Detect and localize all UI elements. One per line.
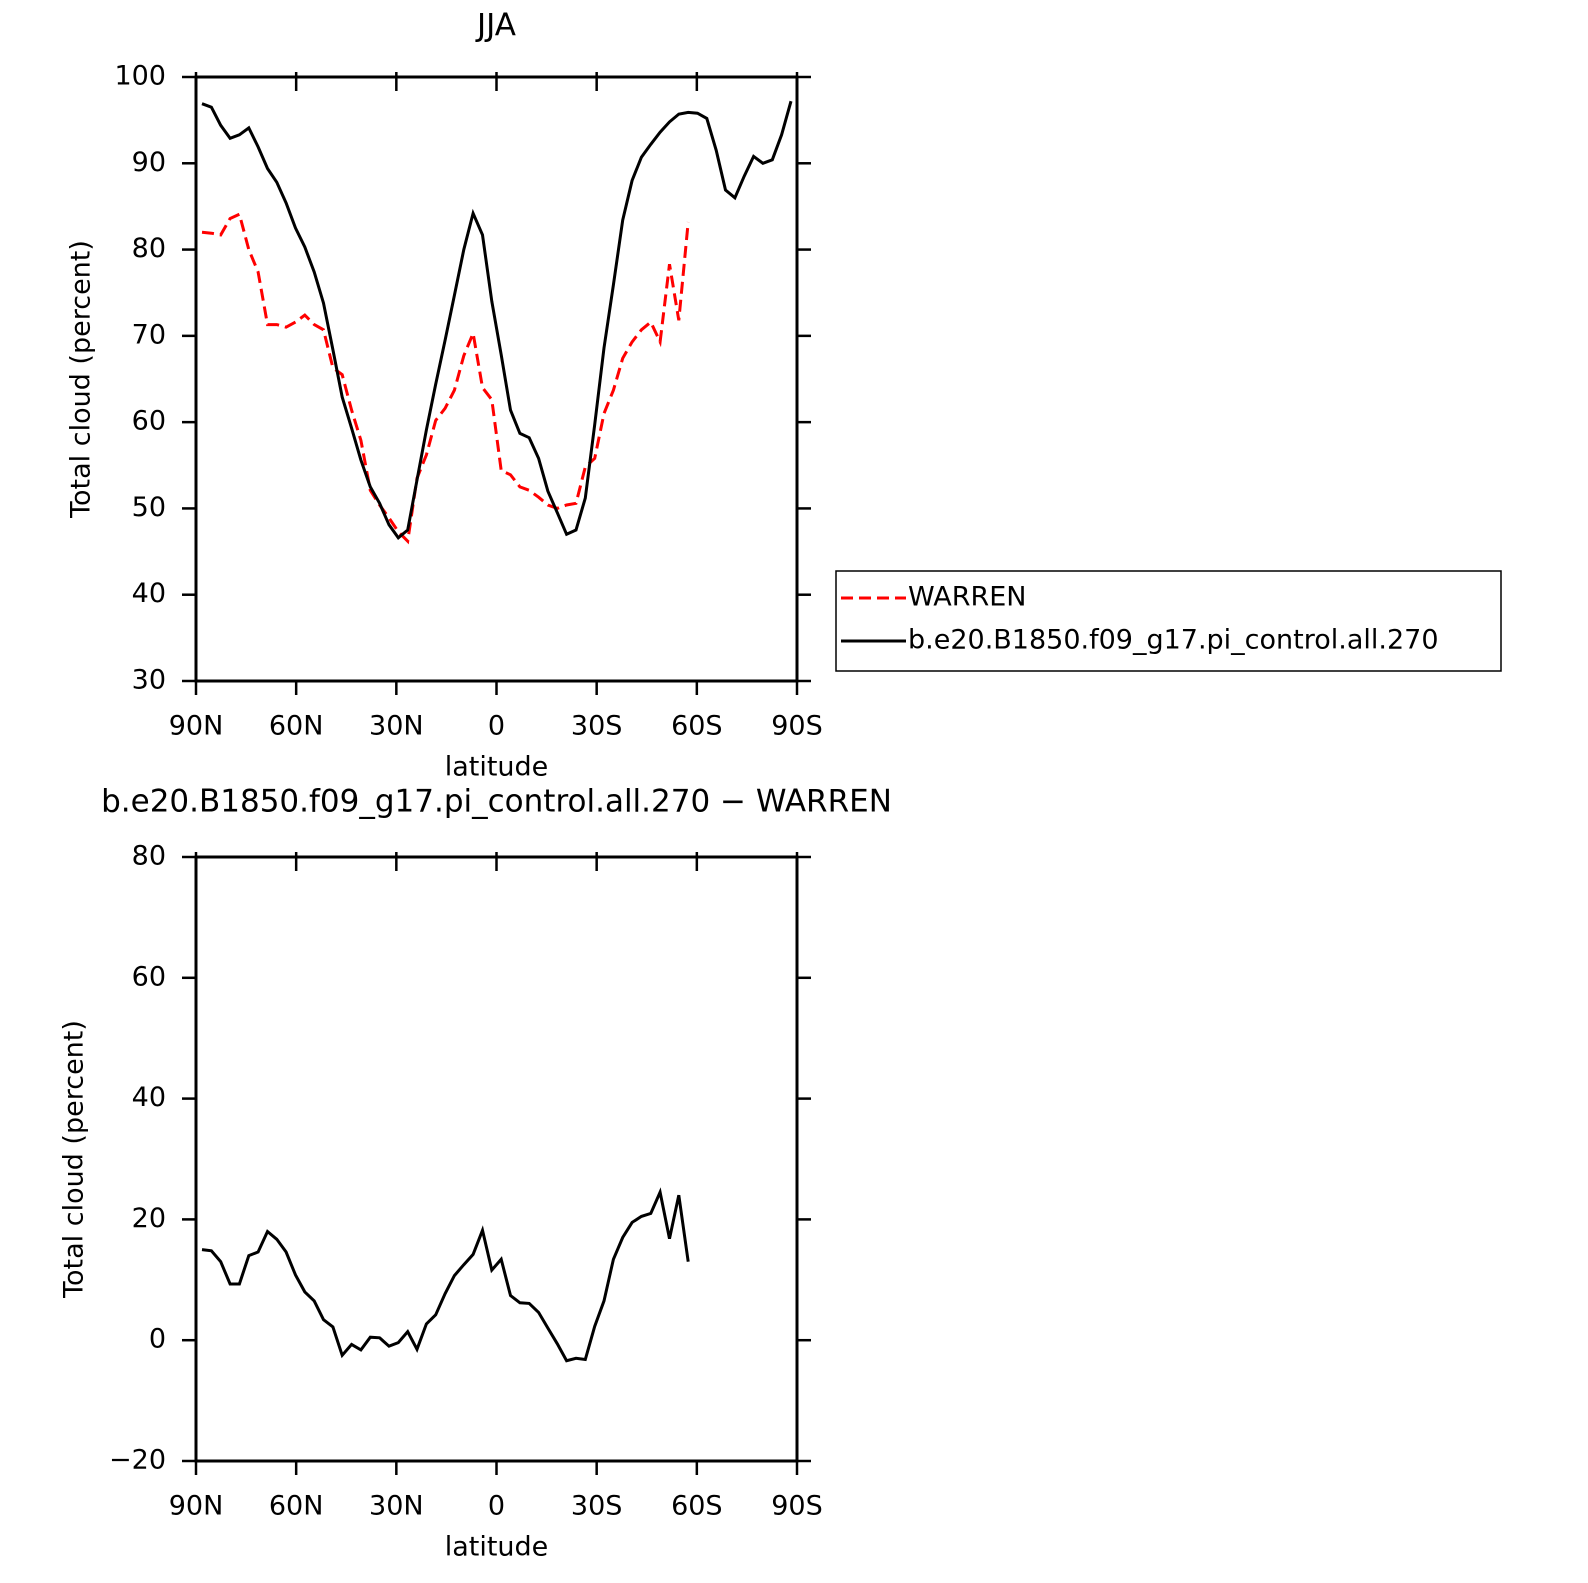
x-tick-label: 60N (269, 711, 324, 742)
y-tick-label: 60 (132, 406, 166, 437)
x-tick-label: 60S (671, 1491, 723, 1522)
legend-label: WARREN (908, 582, 1026, 613)
y-axis-label: Total cloud (percent) (59, 1020, 90, 1299)
x-tick-label: 0 (488, 1491, 505, 1522)
x-tick-label: 30S (571, 1491, 623, 1522)
plot-frame (194, 855, 799, 1463)
y-tick-label: 70 (132, 319, 166, 350)
x-axis-label: latitude (445, 1532, 549, 1563)
chart-title: b.e20.B1850.f09_g17.pi_control.all.270 −… (101, 784, 892, 820)
x-tick-label: 0 (488, 711, 505, 742)
y-tick-label: 60 (132, 961, 166, 992)
x-tick-label: 90S (771, 1491, 823, 1522)
y-tick-label: 100 (114, 61, 166, 92)
x-tick-label: 60S (671, 711, 723, 742)
y-axis-label: Total cloud (percent) (66, 240, 97, 519)
y-tick-label: 90 (132, 147, 166, 178)
legend-box (835, 570, 1502, 672)
plot-frame (194, 75, 799, 683)
x-axis-label: latitude (445, 752, 549, 783)
x-tick-label: 90S (771, 711, 823, 742)
y-tick-label: 50 (132, 492, 166, 523)
x-tick-label: 30N (369, 1491, 424, 1522)
data-line (201, 1187, 690, 1363)
y-tick-label: 40 (132, 1082, 166, 1113)
data-line (201, 100, 793, 540)
y-tick-label: 30 (132, 665, 166, 696)
legend-label: b.e20.B1850.f09_g17.pi_control.all.270 (908, 625, 1439, 656)
x-tick-label: 90N (169, 711, 224, 742)
x-tick-label: 30S (571, 711, 623, 742)
chart-title: JJA (475, 8, 516, 44)
y-tick-label: 20 (132, 1203, 166, 1234)
y-tick-label: 80 (132, 841, 166, 872)
y-tick-label: −20 (109, 1445, 166, 1476)
data-line (201, 212, 690, 545)
x-tick-label: 90N (169, 1491, 224, 1522)
x-tick-label: 30N (369, 711, 424, 742)
y-tick-label: 0 (149, 1324, 166, 1355)
y-tick-label: 40 (132, 578, 166, 609)
y-tick-label: 80 (132, 233, 166, 264)
x-tick-label: 60N (269, 1491, 324, 1522)
